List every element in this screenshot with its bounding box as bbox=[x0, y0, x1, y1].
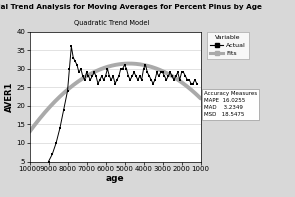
Y-axis label: AVER1: AVER1 bbox=[4, 81, 14, 112]
Text: Polynomial Trend Analysis for Moving Averages for Percent Pinus by Age: Polynomial Trend Analysis for Moving Ave… bbox=[0, 4, 262, 10]
X-axis label: age: age bbox=[106, 175, 124, 183]
Text: Accuracy Measures
MAPE  16.0255
MAD    3.2349
MSD   18.5475: Accuracy Measures MAPE 16.0255 MAD 3.234… bbox=[204, 91, 257, 117]
Text: Quadratic Trend Model: Quadratic Trend Model bbox=[74, 20, 150, 26]
Legend: Actual, Fits: Actual, Fits bbox=[207, 32, 249, 59]
